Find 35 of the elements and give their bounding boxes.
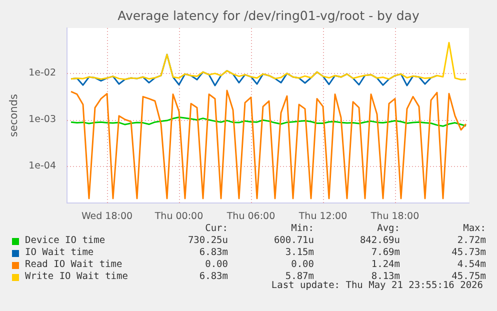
text: Avg: bbox=[376, 223, 400, 235]
text: 8.13m bbox=[371, 271, 400, 282]
text: 842.69u bbox=[358, 235, 400, 247]
y-axis-title: seconds bbox=[8, 94, 20, 137]
chart-title: Average latency for /dev/ring01-vg/root - by day bbox=[116, 8, 420, 23]
text: 45.73m bbox=[450, 247, 486, 259]
y-tick-label: 1e-02 bbox=[28, 67, 56, 78]
x-tick-label: Thu 12:00 bbox=[298, 211, 348, 222]
text: 600.71u bbox=[272, 235, 314, 247]
y-tick-label: 1e-03 bbox=[28, 114, 56, 125]
text: 5.87m bbox=[285, 271, 314, 282]
text: 1.24m bbox=[370, 259, 400, 271]
legend-label: Device IO time bbox=[25, 235, 106, 247]
y-tick-label: 1e-04 bbox=[28, 160, 56, 172]
text: 0.00 bbox=[204, 259, 228, 271]
text: 7.69m bbox=[370, 247, 400, 259]
legend-label: Read IO Wait time bbox=[25, 259, 124, 271]
legend-label: Write IO Wait time bbox=[25, 271, 129, 283]
x-tick-label: Thu 06:00 bbox=[226, 211, 276, 222]
x-tick-label: Wed 18:00 bbox=[81, 211, 133, 222]
text: 6.83m bbox=[198, 247, 228, 259]
text: 6.83m bbox=[198, 271, 228, 283]
text: Max: bbox=[462, 223, 486, 235]
text: 2.72m bbox=[456, 235, 486, 247]
x-tick-label: Thu 00:00 bbox=[154, 211, 204, 222]
text: 730.25u bbox=[186, 235, 228, 247]
text: 0.00 bbox=[290, 259, 314, 271]
text: 4.54m bbox=[456, 259, 486, 271]
text: Last update: Thu May 21 23:55:16 2026 bbox=[271, 280, 483, 291]
text: Cur: bbox=[204, 223, 228, 235]
text: 3.15m bbox=[284, 247, 314, 259]
text: Min: bbox=[290, 223, 314, 235]
x-tick-label: Thu 18:00 bbox=[370, 211, 420, 222]
legend-label: IO Wait time bbox=[25, 247, 95, 259]
text: 45.75m bbox=[452, 271, 486, 282]
